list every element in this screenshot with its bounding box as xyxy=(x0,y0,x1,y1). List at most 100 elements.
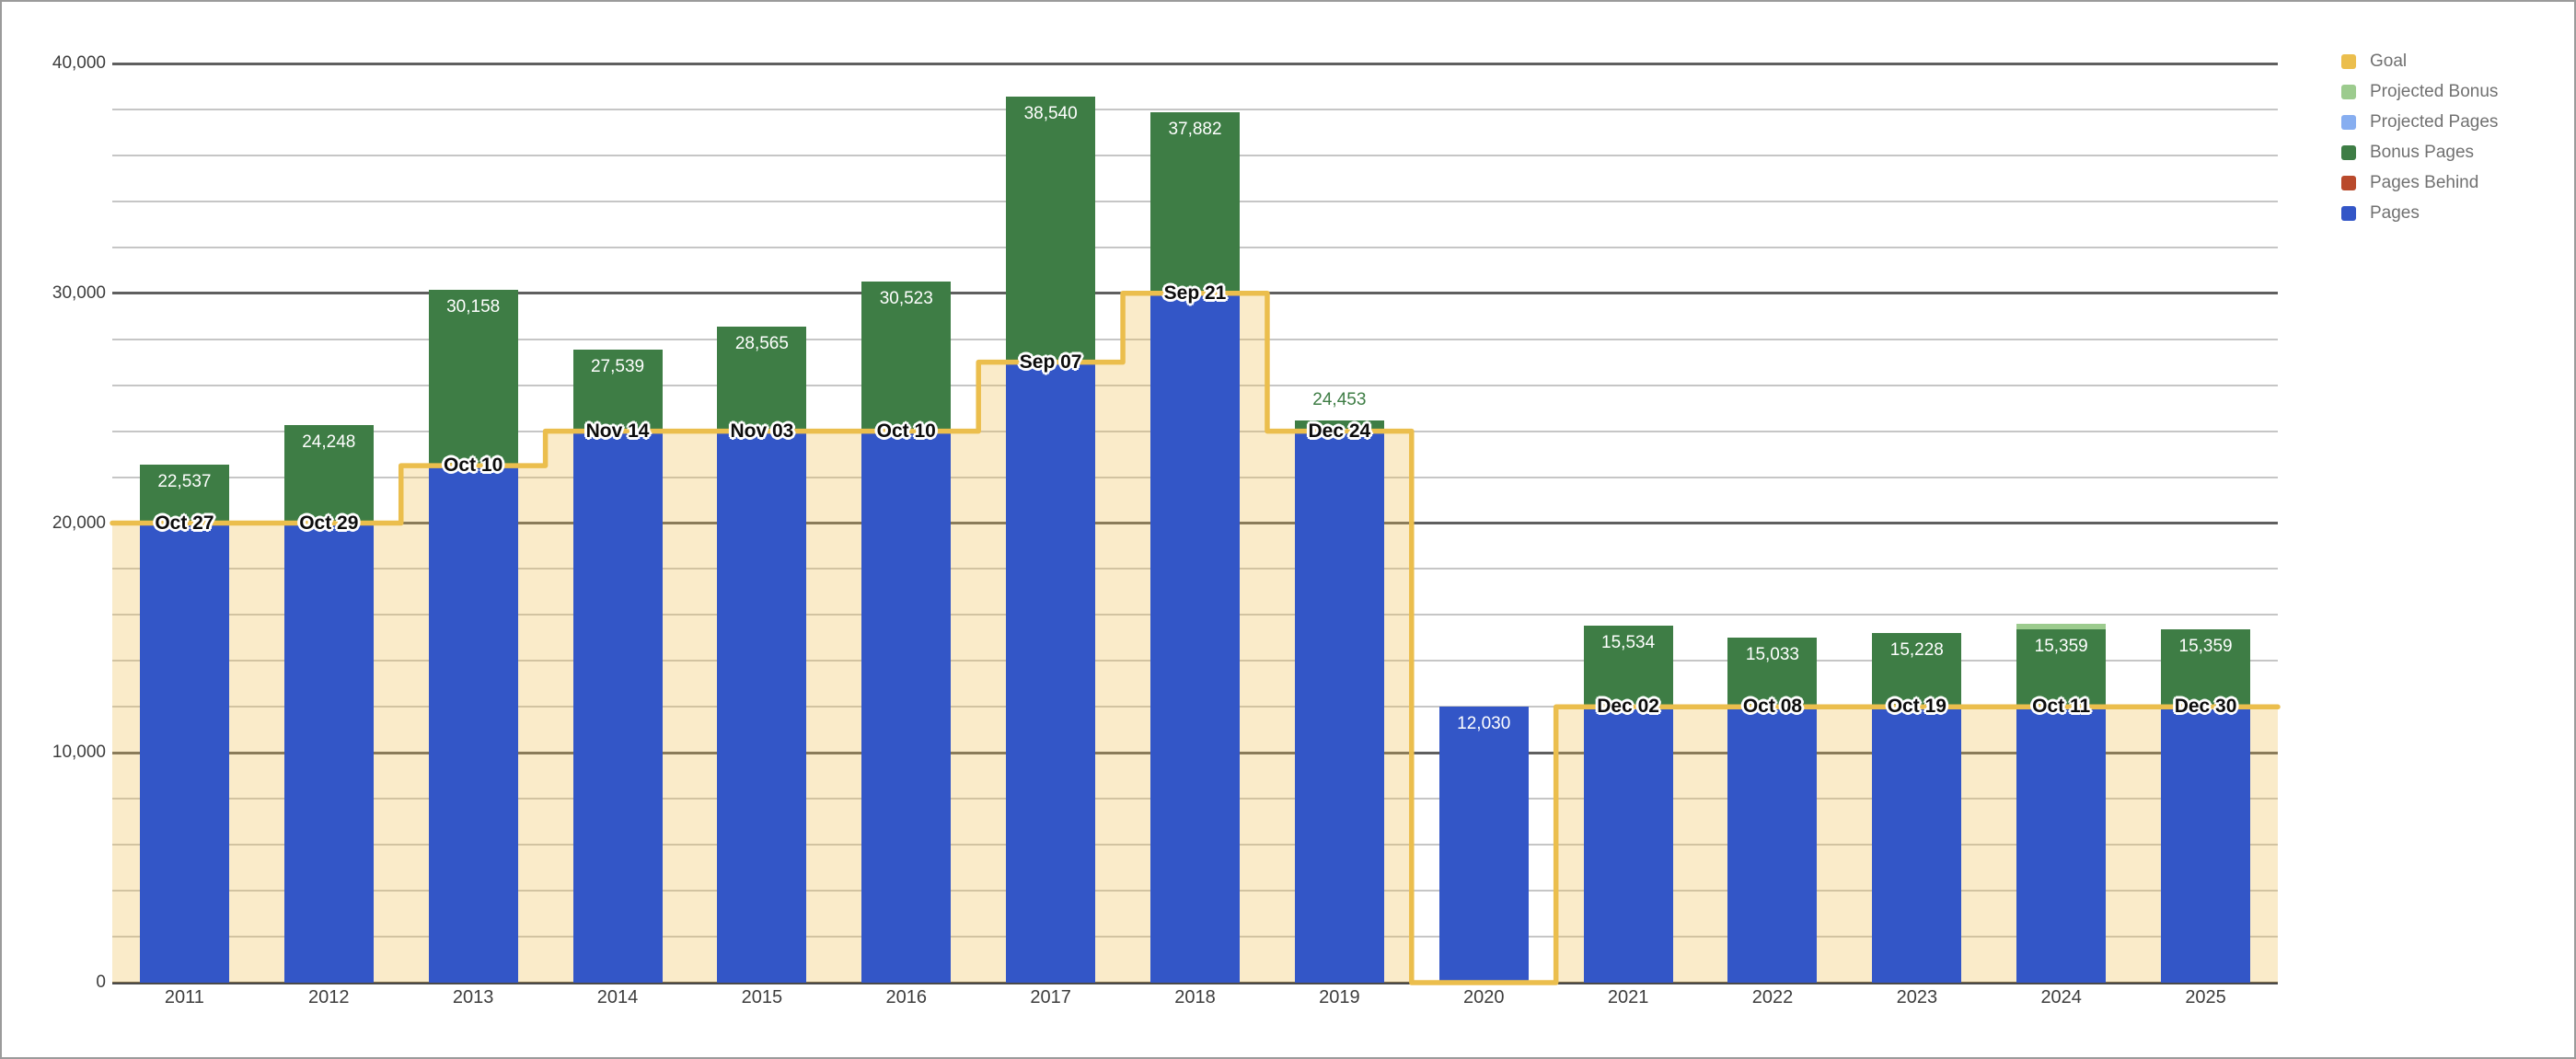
bar-pages-2013[interactable] xyxy=(428,466,518,983)
x-axis-label-2021: 2021 xyxy=(1607,987,1649,1007)
bar-projected-bonus-2024[interactable] xyxy=(2016,624,2107,630)
legend-item-projected-pages[interactable]: Projected Pages xyxy=(2341,112,2499,132)
x-axis-label-2015: 2015 xyxy=(741,987,783,1007)
bar-pages-2014[interactable] xyxy=(572,431,663,983)
bar-total-label-2011: 22,537 xyxy=(157,472,212,492)
goal-date-label-2018: Sep 21 xyxy=(1163,282,1227,304)
legend-item-projected-bonus[interactable]: Projected Bonus xyxy=(2341,82,2499,101)
x-axis-label-2023: 2023 xyxy=(1896,987,1938,1007)
goal-date-label-2015: Nov 03 xyxy=(730,420,794,442)
bar-pages-2018[interactable] xyxy=(1150,293,1240,983)
bar-bonus-pages-2025[interactable] xyxy=(2161,629,2251,708)
bar-bonus-pages-2016[interactable] xyxy=(861,281,952,432)
bar-bonus-pages-2024[interactable] xyxy=(2016,629,2107,708)
bar-pages-2019[interactable] xyxy=(1294,431,1384,983)
y-axis-tick-label: 10,000 xyxy=(52,742,106,763)
major-gridline xyxy=(112,62,2278,65)
bar-pages-2024[interactable] xyxy=(2016,707,2107,983)
bonus-pages-swatch-icon xyxy=(2341,145,2356,160)
chart-legend: Goal Projected Bonus Projected Pages Bon… xyxy=(2341,52,2499,236)
projected-pages-swatch-icon xyxy=(2341,115,2356,130)
bar-total-label-2021: 15,534 xyxy=(1601,633,1656,653)
bar-bonus-pages-2021[interactable] xyxy=(1583,626,1673,708)
legend-label: Pages xyxy=(2370,203,2420,223)
bar-pages-2015[interactable] xyxy=(717,431,807,983)
x-axis-label-2016: 2016 xyxy=(885,987,928,1007)
y-axis-tick-label: 0 xyxy=(96,973,106,992)
goal-date-label-2017: Sep 07 xyxy=(1019,351,1082,373)
goal-swatch-icon xyxy=(2341,54,2356,69)
bar-pages-2025[interactable] xyxy=(2161,707,2251,983)
legend-label: Bonus Pages xyxy=(2370,143,2475,162)
bar-total-label-2015: 28,565 xyxy=(734,333,789,353)
bar-total-label-2013: 30,158 xyxy=(446,296,501,317)
bar-bonus-pages-2018[interactable] xyxy=(1150,111,1240,294)
bar-bonus-pages-2013[interactable] xyxy=(428,289,518,466)
legend-item-pages-behind[interactable]: Pages Behind xyxy=(2341,173,2498,192)
bar-pages-2021[interactable] xyxy=(1583,707,1673,983)
legend-item-pages[interactable]: Pages xyxy=(2341,203,2498,223)
x-axis-label-2019: 2019 xyxy=(1319,987,1360,1007)
x-axis-label-2011: 2011 xyxy=(164,987,204,1007)
legend-label: Pages Behind xyxy=(2370,173,2479,192)
goal-date-label-2022: Oct 08 xyxy=(1742,696,1803,718)
bar-total-label-2016: 30,523 xyxy=(879,288,933,308)
bar-bonus-pages-2019[interactable] xyxy=(1294,420,1384,432)
bar-pages-2016[interactable] xyxy=(861,431,952,983)
x-axis-label-2012: 2012 xyxy=(308,987,350,1007)
goal-date-label-2016: Oct 10 xyxy=(876,420,936,442)
legend-label: Goal xyxy=(2370,52,2408,71)
goal-date-label-2013: Oct 10 xyxy=(444,455,503,477)
x-axis-label-2022: 2022 xyxy=(1751,987,1794,1007)
bar-total-label-2024: 15,359 xyxy=(2034,637,2088,657)
pages-swatch-icon xyxy=(2341,206,2356,221)
goal-date-label-2023: Oct 19 xyxy=(1887,696,1946,718)
x-axis-label-2020: 2020 xyxy=(1462,987,1505,1007)
x-axis-label-2013: 2013 xyxy=(452,987,494,1007)
x-axis-label-2017: 2017 xyxy=(1030,987,1071,1007)
bar-total-label-2019: 24,453 xyxy=(1312,390,1367,410)
bar-total-label-2025: 15,359 xyxy=(2178,637,2233,657)
minor-gridline xyxy=(112,108,2278,110)
bar-pages-2012[interactable] xyxy=(283,523,374,983)
goal-date-label-2025: Dec 30 xyxy=(2174,696,2237,718)
goal-date-label-2024: Oct 11 xyxy=(2032,696,2091,718)
bar-total-label-2014: 27,539 xyxy=(590,357,645,377)
bar-bonus-pages-2012[interactable] xyxy=(283,425,374,524)
bar-bonus-pages-2022[interactable] xyxy=(1727,637,1818,708)
bar-bonus-pages-2011[interactable] xyxy=(139,465,229,524)
legend-label: Projected Pages xyxy=(2370,112,2499,132)
projected-bonus-swatch-icon xyxy=(2341,85,2356,99)
bar-bonus-pages-2014[interactable] xyxy=(572,350,663,432)
bar-pages-2022[interactable] xyxy=(1727,707,1818,983)
goal-date-label-2021: Dec 02 xyxy=(1597,696,1659,718)
bar-total-label-2022: 15,033 xyxy=(1745,644,1800,664)
x-axis-label-2014: 2014 xyxy=(596,987,639,1007)
bar-pages-2020[interactable] xyxy=(1438,706,1529,983)
goal-date-label-2014: Nov 14 xyxy=(585,420,650,442)
bar-pages-2017[interactable] xyxy=(1006,362,1096,983)
legend-item-bonus-pages[interactable]: Bonus Pages xyxy=(2341,143,2498,162)
bar-pages-2011[interactable] xyxy=(139,523,229,983)
x-axis-label-2018: 2018 xyxy=(1174,987,1216,1007)
bar-bonus-pages-2017[interactable] xyxy=(1006,97,1096,363)
bar-total-label-2017: 38,540 xyxy=(1023,104,1078,124)
bar-total-label-2012: 24,248 xyxy=(302,432,356,453)
x-axis-label-2025: 2025 xyxy=(2185,987,2226,1007)
bar-bonus-pages-2015[interactable] xyxy=(717,326,807,432)
goal-date-label-2011: Oct 27 xyxy=(155,512,214,534)
pages-behind-swatch-icon xyxy=(2341,176,2356,190)
legend-label: Projected Bonus xyxy=(2370,82,2499,101)
major-gridline xyxy=(112,981,2278,984)
y-axis-tick-label: 30,000 xyxy=(52,282,106,303)
goal-date-label-2012: Oct 29 xyxy=(299,512,359,534)
bar-pages-2023[interactable] xyxy=(1872,707,1962,983)
bar-total-label-2023: 15,228 xyxy=(1889,639,1944,660)
x-axis-label-2024: 2024 xyxy=(2040,987,2082,1007)
legend-item-goal[interactable]: Goal xyxy=(2341,52,2498,71)
bar-bonus-pages-2023[interactable] xyxy=(1872,632,1962,708)
bar-total-label-2020: 12,030 xyxy=(1457,713,1511,733)
